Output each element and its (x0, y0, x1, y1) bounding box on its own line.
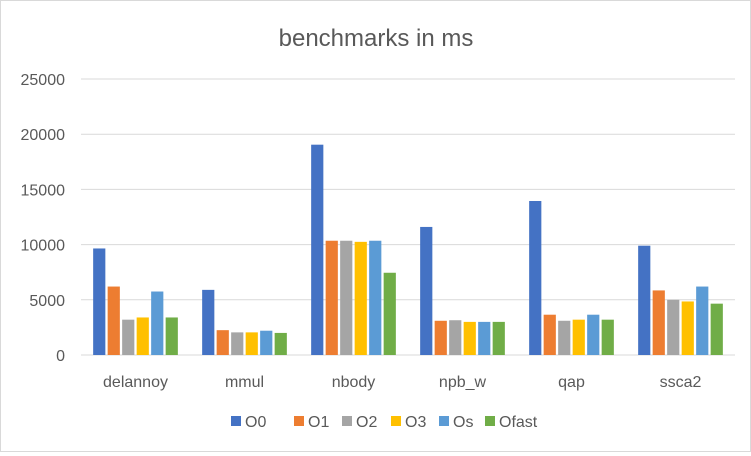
legend-label: O3 (405, 414, 426, 431)
bar (434, 320, 447, 355)
y-axis-tick-labels: 0 5000 10000 15000 20000 25000 (21, 72, 66, 365)
bar (420, 226, 433, 355)
x-tick-label: nbody (332, 374, 376, 391)
bar (245, 332, 258, 355)
bar (558, 320, 571, 355)
bar (478, 321, 491, 355)
bar (463, 321, 476, 355)
bar (681, 301, 694, 355)
bar (710, 303, 723, 355)
bar (311, 144, 324, 355)
legend-label: Ofast (499, 414, 538, 431)
y-tick-label: 10000 (21, 238, 66, 255)
y-tick-label: 25000 (21, 72, 66, 89)
bar (383, 272, 396, 355)
bar (165, 317, 178, 355)
gridlines (81, 78, 735, 356)
bar (638, 245, 651, 355)
bar (369, 240, 382, 355)
legend: O0 O1 O2 O3 Os Ofast (231, 414, 538, 431)
bar (93, 248, 106, 355)
bar (492, 321, 505, 355)
legend-label: Os (453, 414, 473, 431)
legend-swatch (294, 416, 304, 426)
x-tick-label: qap (558, 374, 585, 391)
legend-item: O3 (391, 414, 426, 431)
x-tick-label: delannoy (103, 374, 168, 391)
bar (325, 240, 338, 355)
bar (202, 289, 215, 355)
x-tick-label: ssca2 (660, 374, 702, 391)
legend-label: O0 (245, 414, 266, 431)
legend-item: O2 (342, 414, 377, 431)
y-tick-label: 0 (56, 348, 65, 365)
legend-item: Ofast (485, 414, 538, 431)
bar (572, 319, 585, 355)
bar (652, 290, 665, 355)
bar (136, 317, 149, 355)
legend-swatch (485, 416, 495, 426)
legend-swatch (231, 416, 241, 426)
bar (601, 319, 614, 355)
y-tick-label: 15000 (21, 182, 66, 199)
legend-swatch (391, 416, 401, 426)
legend-item: Os (439, 414, 473, 431)
bar (529, 200, 542, 355)
legend-label: O2 (356, 414, 377, 431)
bar (449, 320, 462, 355)
bar (543, 314, 556, 355)
bar (274, 332, 287, 355)
bar (231, 332, 244, 355)
bar (667, 299, 680, 355)
bars (93, 144, 723, 355)
legend-item: O1 (294, 414, 329, 431)
chart-title: benchmarks in ms (279, 25, 474, 52)
bar (340, 240, 353, 355)
y-tick-label: 20000 (21, 127, 66, 144)
x-tick-label: mmul (225, 374, 264, 391)
bar (587, 314, 600, 355)
legend-swatch (439, 416, 449, 426)
y-tick-label: 5000 (29, 293, 65, 310)
bar (107, 286, 120, 355)
legend-item: O0 (231, 414, 266, 431)
bar (260, 330, 273, 355)
x-tick-label: npb_w (439, 374, 487, 391)
bar (354, 241, 367, 355)
bar (151, 291, 164, 355)
x-axis-tick-labels: delannoy mmul nbody npb_w qap ssca2 (103, 374, 701, 391)
bar (696, 286, 709, 355)
bar (122, 319, 135, 355)
bar (216, 330, 229, 355)
legend-label: O1 (308, 414, 329, 431)
legend-swatch (342, 416, 352, 426)
